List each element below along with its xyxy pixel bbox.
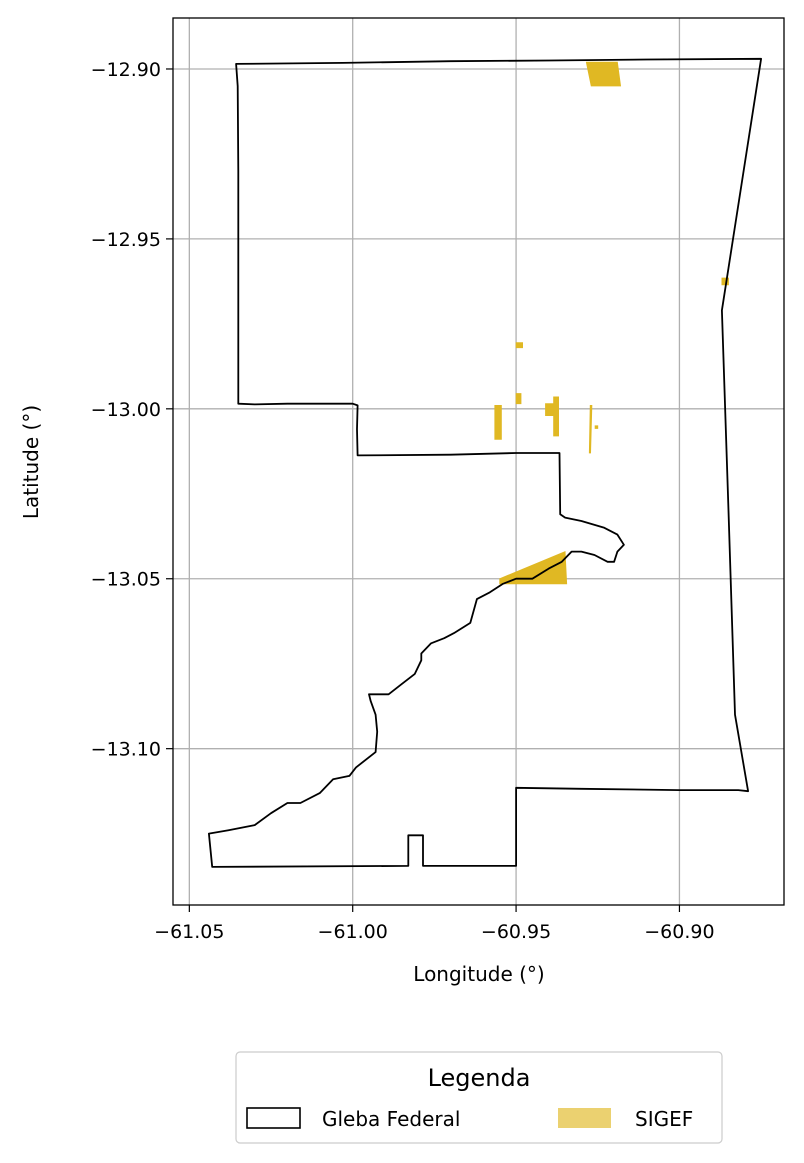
axes-frame [172, 17, 785, 906]
legend-gleba-swatch [246, 1107, 301, 1129]
sigef-parcel [515, 342, 523, 349]
x-tick-label: −61.05 [154, 921, 224, 943]
x-tick-label: −60.95 [481, 921, 551, 943]
x-axis-title: Longitude (°) [413, 962, 544, 986]
y-tick-label: −12.95 [91, 229, 161, 251]
y-axis-title: Latitude (°) [19, 405, 43, 519]
x-axis-ticks: −61.05 −61.00 −60.95 −60.90 [154, 905, 715, 943]
y-tick-label: −12.90 [91, 59, 161, 81]
sigef-parcel [594, 425, 599, 429]
legend-sigef-label: SIGEF [635, 1107, 693, 1131]
sigef-parcel [499, 551, 568, 585]
sigef-parcel [553, 396, 559, 437]
gleba-federal-boundary [207, 57, 762, 868]
sigef-parcel [515, 393, 522, 405]
sigef-layer [494, 61, 729, 585]
x-tick-label: −60.90 [644, 921, 714, 943]
y-tick-label: −13.05 [91, 569, 161, 591]
x-tick-label: −61.00 [318, 921, 388, 943]
gleba-federal-layer [207, 57, 762, 868]
y-tick-label: −13.10 [91, 739, 161, 761]
sigef-parcel [585, 61, 622, 87]
sigef-parcel [494, 404, 502, 440]
y-axis-ticks: −12.90 −12.95 −13.00 −13.05 −13.10 [91, 59, 173, 761]
legend: Legenda Gleba Federal SIGEF [235, 1051, 723, 1144]
legend-sigef-swatch [558, 1108, 611, 1128]
grid-lines [173, 18, 784, 905]
sigef-parcel [588, 404, 593, 454]
legend-title: Legenda [428, 1064, 531, 1092]
legend-gleba-label: Gleba Federal [322, 1107, 460, 1131]
y-tick-label: −13.00 [91, 399, 161, 421]
